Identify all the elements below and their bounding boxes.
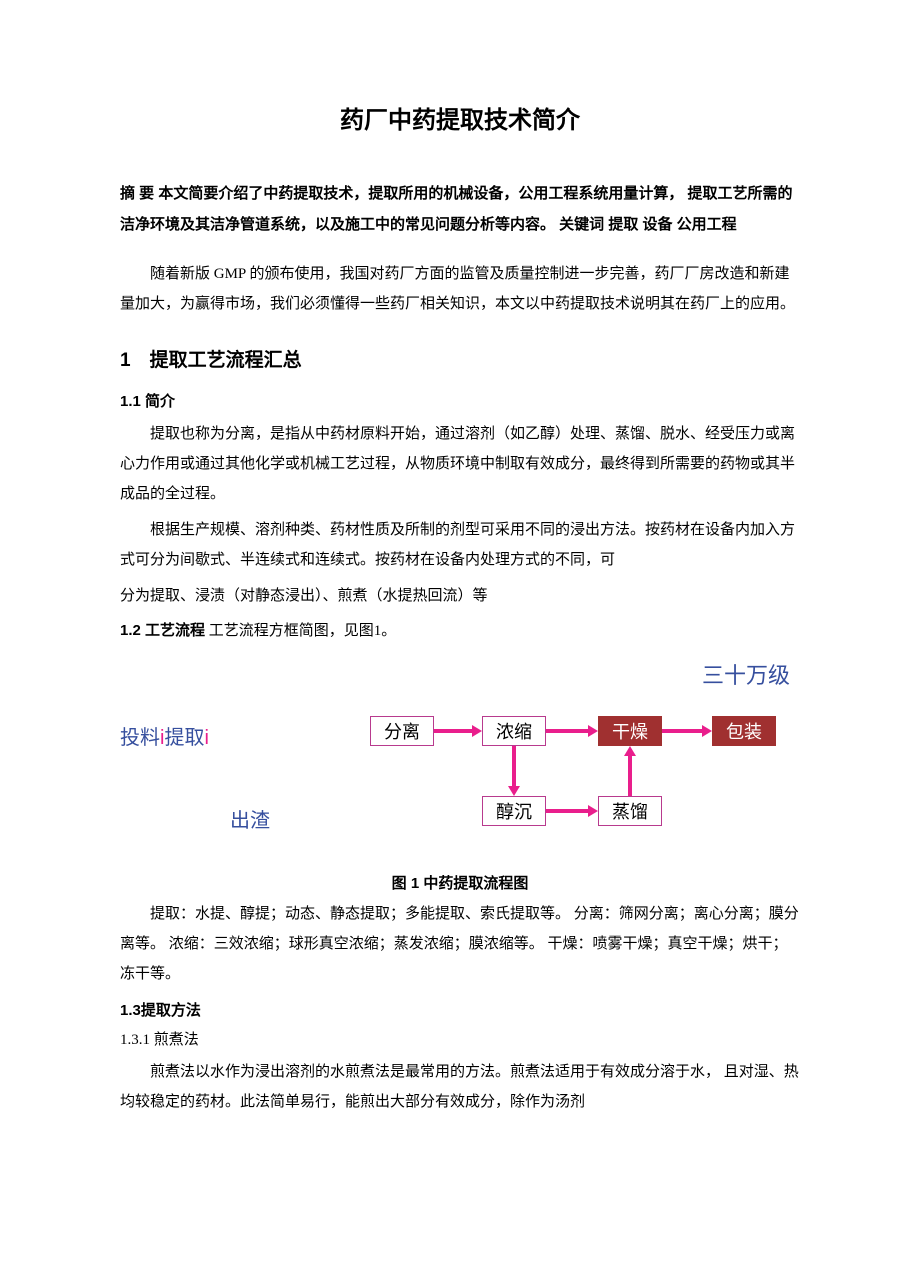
residue-label: 出渣 — [230, 804, 270, 833]
figure-1-wrap: 三十万级 投料i提取i 出渣 分离 浓缩 干燥 包装 醇沉 蒸馏 — [120, 658, 800, 864]
arrow-alcohol-distill — [546, 809, 588, 813]
section-1-2-heading: 1.2 工艺流程 — [120, 622, 205, 639]
node-concentrate: 浓缩 — [482, 716, 546, 746]
intro-paragraph: 随着新版 GMP 的颁布使用，我国对药厂方面的监管及质量控制进一步完善，药厂厂房… — [120, 259, 800, 319]
node-separate: 分离 — [370, 716, 434, 746]
section-1-2-detail: 提取：水提、醇提；动态、静态提取；多能提取、索氏提取等。 分离：筛网分离；离心分… — [120, 899, 800, 989]
section-1-heading: 1 提取工艺流程汇总 — [120, 345, 800, 372]
section-1-1-para-1: 提取也称为分离，是指从中药材原料开始，通过溶剂（如乙醇）处理、蒸馏、脱水、经受压… — [120, 419, 800, 509]
abstract-block: 摘 要 本文简要介绍了中药提取技术，提取所用的机械设备，公用工程系统用量计算， … — [120, 179, 800, 241]
section-1-1-heading: 1.1 简介 — [120, 390, 800, 411]
arrow-distill-dry — [628, 756, 632, 796]
feed-label-part-2: 提取 — [164, 727, 204, 749]
arrowhead-alcohol-distill — [588, 805, 598, 817]
section-1-3-heading: 1.3提取方法 — [120, 999, 800, 1020]
arrow-conc-dry — [546, 729, 588, 733]
arrowhead-conc-dry — [588, 725, 598, 737]
figure-1-diagram: 投料i提取i 出渣 分离 浓缩 干燥 包装 醇沉 蒸馏 — [120, 714, 800, 864]
arrowhead-conc-alcohol — [508, 786, 520, 796]
feed-label-part-1: 投料 — [120, 727, 160, 749]
arrow-conc-alcohol — [512, 746, 516, 786]
node-package: 包装 — [712, 716, 776, 746]
node-dry: 干燥 — [598, 716, 662, 746]
node-distill: 蒸馏 — [598, 796, 662, 826]
section-1-1-para-2: 根据生产规模、溶剂种类、药材性质及所制的剂型可采用不同的浸出方法。按药材在设备内… — [120, 515, 800, 575]
feed-extract-label: 投料i提取i — [120, 721, 209, 750]
arrowhead-dry-pack — [702, 725, 712, 737]
feed-label-i2: i — [204, 727, 208, 749]
node-alcohol: 醇沉 — [482, 796, 546, 826]
document-page: 药厂中药提取技术简介 摘 要 本文简要介绍了中药提取技术，提取所用的机械设备，公… — [0, 0, 920, 1276]
section-1-2-line: 1.2 工艺流程 工艺流程方框简图，见图1。 — [120, 619, 800, 640]
arrow-dry-pack — [662, 729, 702, 733]
arrow-sep-conc — [434, 729, 472, 733]
page-title: 药厂中药提取技术简介 — [120, 100, 800, 135]
section-1-1-para-3: 分为提取、浸渍（对静态浸出）、煎煮（水提热回流）等 — [120, 581, 800, 611]
section-1-3-1-para: 煎煮法以水作为浸出溶剂的水煎煮法是最常用的方法。煎煮法适用于有效成分溶于水， 且… — [120, 1057, 800, 1117]
section-1-2-rest: 工艺流程方框简图，见图1。 — [205, 623, 396, 639]
arrowhead-distill-dry — [624, 746, 636, 756]
section-1-3-1-heading: 1.3.1 煎煮法 — [120, 1028, 800, 1049]
arrowhead-sep-conc — [472, 725, 482, 737]
cleanroom-label: 三十万级 — [120, 658, 800, 690]
figure-1-caption: 图 1 中药提取流程图 — [120, 872, 800, 893]
